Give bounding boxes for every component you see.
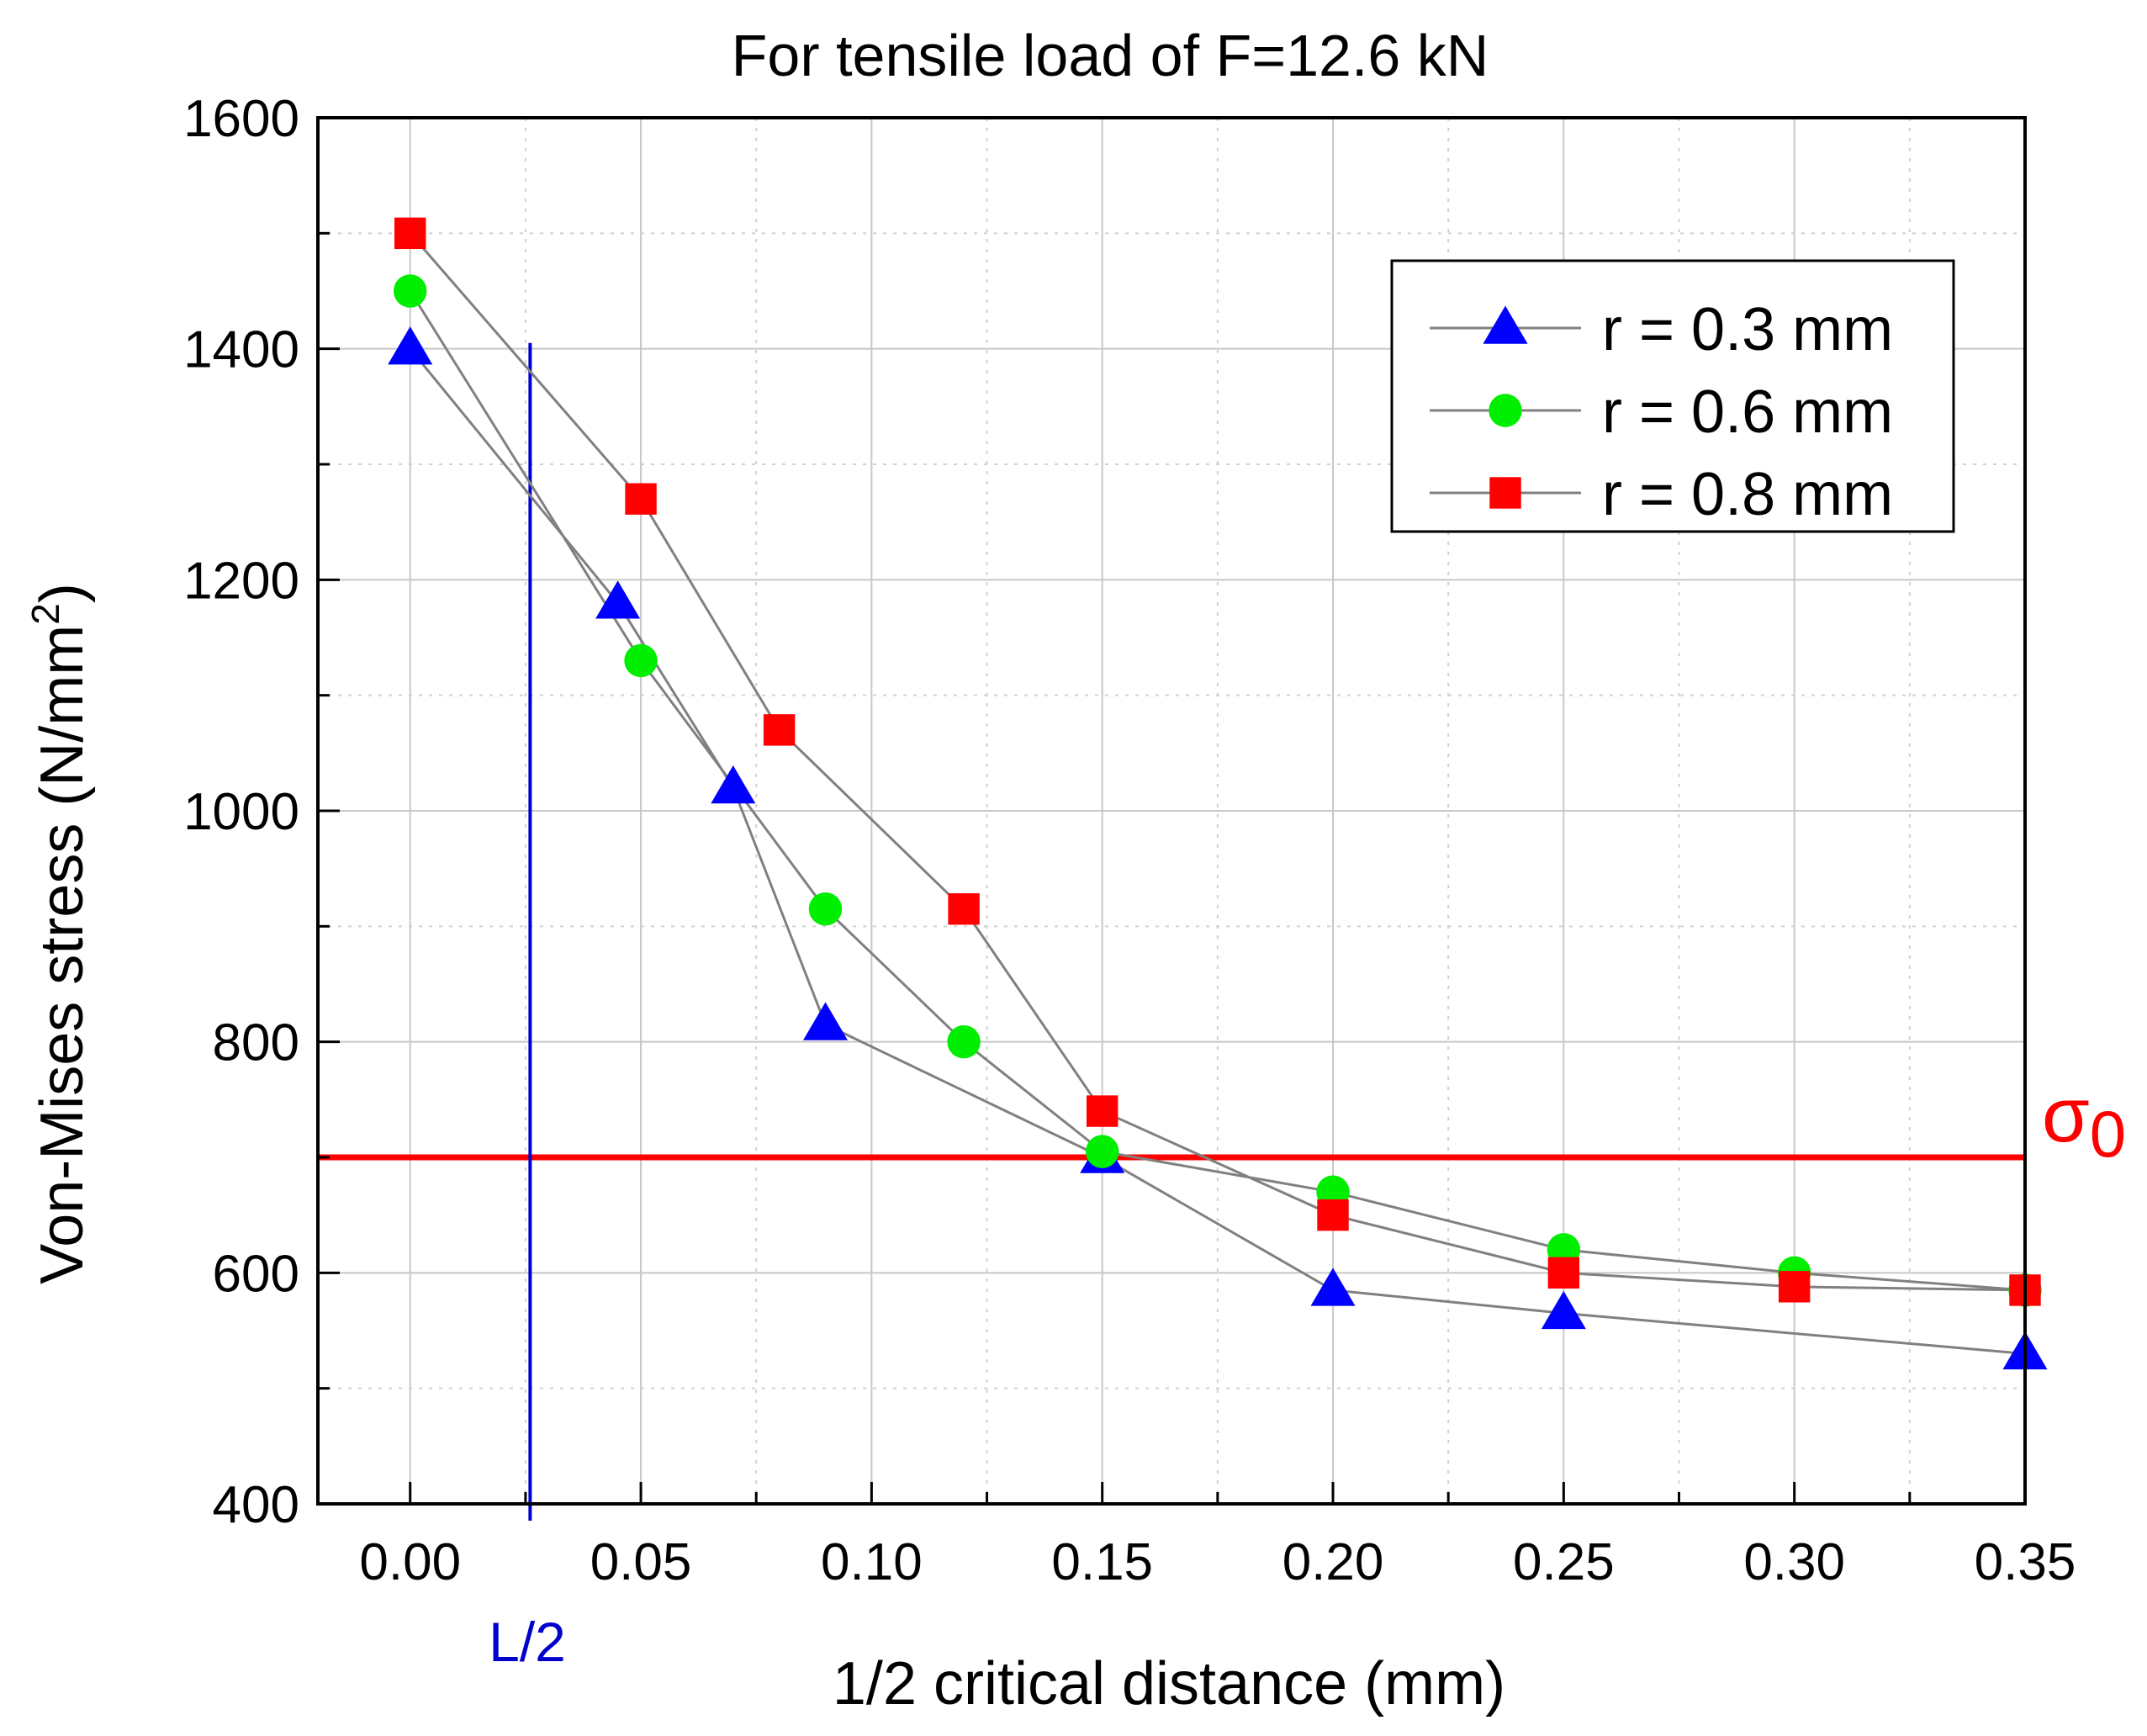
x-axis-title: 1/2 critical distance (mm) (833, 1650, 1505, 1717)
y-tick-label: 600 (213, 1245, 299, 1303)
y-tick-label: 1200 (183, 552, 299, 610)
y-axis-title-close: ) (29, 583, 96, 603)
y-axis-title-base: Von-Mises stress (N/mm (29, 625, 96, 1284)
data-point-square (763, 714, 796, 746)
x-tick-label: 0.15 (1051, 1533, 1153, 1591)
x-tick-label: 0.20 (1282, 1533, 1384, 1591)
data-point-triangle (1541, 1290, 1586, 1330)
y-tick-label: 800 (213, 1014, 299, 1072)
legend-marker-triangle (1483, 305, 1528, 344)
sigma0-symbol: σ (2042, 1072, 2090, 1158)
legend-label: r = 0.6 mm (1602, 378, 1893, 446)
y-tick-label: 1400 (183, 321, 299, 379)
data-point-triangle (1310, 1268, 1356, 1306)
l-half-label: L/2 (489, 1611, 566, 1673)
data-point-square (948, 893, 980, 925)
x-tick-label: 0.25 (1513, 1533, 1615, 1591)
sigma0-label: σ0 (2042, 1072, 2126, 1171)
y-tick-label: 400 (213, 1476, 299, 1534)
y-axis-title-superscript: 2 (24, 603, 67, 625)
data-point-triangle (711, 765, 756, 804)
x-tick-label: 0.35 (1975, 1533, 2076, 1591)
x-tick-label: 0.30 (1743, 1533, 1845, 1591)
x-tick-label: 0.05 (590, 1533, 692, 1591)
data-point-square (1087, 1095, 1118, 1127)
data-point-circle (1085, 1135, 1119, 1168)
x-tick-label: 0.10 (821, 1533, 923, 1591)
data-point-square (394, 217, 426, 250)
y-axis-title: Von-Mises stress (N/mm2) (24, 583, 96, 1284)
legend-marker-circle (1489, 394, 1522, 427)
data-point-triangle (388, 326, 433, 365)
data-point-square (1778, 1271, 1811, 1303)
data-point-circle (394, 274, 427, 308)
data-point-circle (947, 1024, 981, 1059)
legend: r = 0.3 mm r = 0.6 mm r = 0.8 mm (1390, 259, 1955, 533)
legend-box (1390, 259, 1955, 533)
data-point-square (625, 483, 657, 515)
data-point-square (1547, 1257, 1580, 1289)
data-point-square (1317, 1199, 1349, 1231)
legend-marker-square (1489, 477, 1521, 509)
reference-lines (318, 342, 2025, 1521)
legend-label: r = 0.8 mm (1602, 461, 1893, 528)
y-tick-label: 1000 (183, 783, 299, 841)
data-point-triangle (595, 580, 641, 619)
axis-ticks: 400 600 800 1000 1200 1400 1600 0.00 0.05 0.10 0.1… (183, 90, 2076, 1591)
y-tick-label: 1600 (183, 90, 299, 148)
data-point-circle (808, 892, 843, 926)
data-point-triangle (802, 1002, 849, 1040)
series-line-triangle (409, 347, 2026, 1355)
chart-title: For tensile load of F=12.6 kN (732, 23, 1489, 88)
data-point-circle (624, 643, 658, 678)
legend-label: r = 0.3 mm (1602, 296, 1893, 363)
sigma0-subscript: 0 (2090, 1097, 2126, 1171)
x-tick-label: 0.00 (359, 1533, 461, 1591)
data-markers (388, 217, 2048, 1370)
